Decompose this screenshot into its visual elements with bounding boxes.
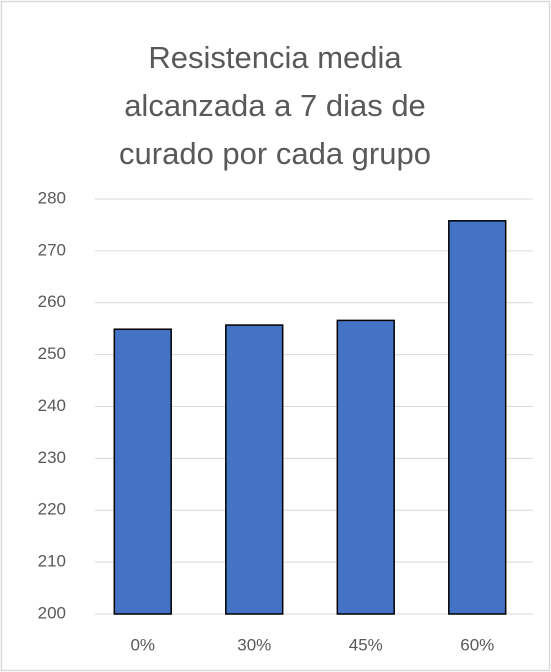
y-tick-label: 230: [38, 448, 66, 467]
bar: [113, 328, 172, 615]
x-tick-label: 60%: [460, 635, 494, 654]
chart-title: Resistencia media alcanzada a 7 dias de …: [119, 40, 431, 171]
y-tick-label: 220: [38, 500, 66, 519]
y-tick-label: 280: [38, 188, 66, 207]
y-tick-label: 250: [38, 344, 66, 363]
y-tick-label: 270: [38, 240, 66, 259]
x-tick-label: 45%: [349, 635, 383, 654]
x-tick-label: 30%: [237, 635, 271, 654]
bar: [225, 324, 284, 615]
y-tick-label: 210: [38, 552, 66, 571]
bar: [448, 220, 507, 615]
y-tick-label: 240: [38, 396, 66, 415]
x-tick-label: 0%: [130, 635, 155, 654]
bar: [336, 319, 395, 615]
y-tick-label: 260: [38, 292, 66, 311]
y-tick-label: 200: [38, 603, 66, 622]
